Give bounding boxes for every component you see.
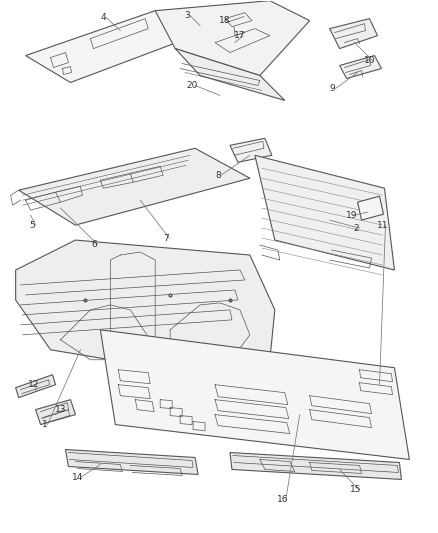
Text: 3: 3 xyxy=(184,11,190,20)
Text: 11: 11 xyxy=(377,221,388,230)
Polygon shape xyxy=(357,196,384,220)
Text: 18: 18 xyxy=(219,16,231,25)
Polygon shape xyxy=(19,148,250,225)
Text: 10: 10 xyxy=(364,56,375,65)
Polygon shape xyxy=(66,449,198,474)
Polygon shape xyxy=(255,155,395,270)
Text: 2: 2 xyxy=(354,224,359,232)
Text: 1: 1 xyxy=(42,420,47,429)
Text: 6: 6 xyxy=(92,239,97,248)
Polygon shape xyxy=(25,11,195,83)
Text: 9: 9 xyxy=(330,84,336,93)
Text: 8: 8 xyxy=(215,171,221,180)
Text: 13: 13 xyxy=(55,405,66,414)
Polygon shape xyxy=(330,19,378,49)
Polygon shape xyxy=(16,240,275,379)
Polygon shape xyxy=(100,330,410,459)
Text: 17: 17 xyxy=(234,31,246,40)
Text: 19: 19 xyxy=(346,211,357,220)
Text: 12: 12 xyxy=(28,380,39,389)
Polygon shape xyxy=(230,453,401,480)
Polygon shape xyxy=(339,55,381,78)
Polygon shape xyxy=(175,49,285,100)
Text: 5: 5 xyxy=(30,221,35,230)
Text: 14: 14 xyxy=(72,473,83,482)
Polygon shape xyxy=(155,1,310,76)
Polygon shape xyxy=(16,375,56,398)
Text: 16: 16 xyxy=(277,495,289,504)
Text: 15: 15 xyxy=(350,485,361,494)
Text: 4: 4 xyxy=(101,13,106,22)
Text: 7: 7 xyxy=(163,233,169,243)
Polygon shape xyxy=(35,400,75,425)
Text: 20: 20 xyxy=(187,81,198,90)
Polygon shape xyxy=(230,139,272,162)
